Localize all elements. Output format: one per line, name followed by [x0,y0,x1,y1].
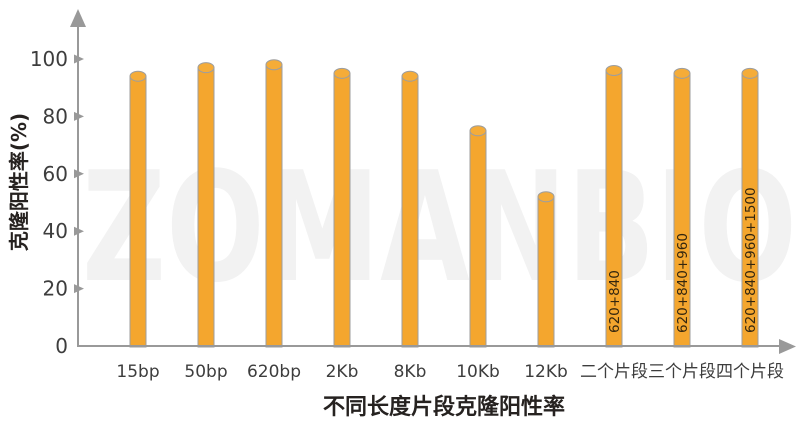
bar-value-label: 620+840+960+1500 [743,187,759,333]
y-tick-label: 0 [55,334,68,358]
bar-top [469,125,487,137]
bar-top [129,70,147,82]
bar-top [333,67,351,79]
bar-value-label: 620+840 [607,270,623,333]
bars-layer: 620+840 620+840+960 620+840+960+1500 [129,59,759,348]
bar-group: 620+840+960+1500 [741,67,759,348]
bar-group [129,70,147,348]
bar-value-label: 620+840+960 [675,233,691,333]
bar-group [265,59,283,348]
x-tick-label: 10Kb [456,362,500,382]
bar [401,75,419,348]
bar [129,75,147,348]
bar [469,130,487,348]
bar-group [197,62,215,348]
x-tick-label: 四个片段 [716,362,784,382]
x-tick-label: 8Kb [394,362,427,382]
bar-top [265,59,283,71]
bar-group: 620+840+960 [673,67,691,348]
x-tick-label: 15bp [116,362,159,382]
x-axis-title: 不同长度片段克隆阳性率 [323,394,565,420]
y-tick-label: 20 [43,277,68,301]
y-tick-label: 80 [43,104,68,128]
x-tick-label: 12Kb [524,362,568,382]
bar-top [741,67,759,79]
y-tick-label: 60 [43,162,68,186]
x-tick-label: 三个片段 [648,362,716,382]
bar-group [333,67,351,348]
bar [197,67,215,348]
y-axis-ticks: 0 20 40 60 80 100 [30,47,84,358]
x-axis-labels: 15bp 50bp 620bp 2Kb 8Kb 10Kb 12Kb 二个片段 三个片段 四个片段 [116,362,784,382]
bar-group [469,125,487,348]
bar-top [605,64,623,76]
bar [537,196,555,348]
bar-group [537,191,555,348]
bar-group: 620+840 [605,64,623,348]
x-tick-label: 2Kb [326,362,359,382]
bar [333,72,351,348]
bar [265,64,283,348]
bar-top [537,191,555,203]
bar-group [401,70,419,348]
x-tick-label: 50bp [184,362,227,382]
y-axis-title: 克隆阳性率(%) [7,113,31,251]
y-tick-label: 40 [43,219,68,243]
y-axis-arrow-icon [70,9,86,27]
bar-top [401,70,419,82]
x-tick-label: 二个片段 [580,362,648,382]
x-tick-label: 620bp [247,362,301,382]
bar-top [673,67,691,79]
y-tick-label: 100 [30,47,68,71]
bar-top [197,62,215,74]
x-axis-arrow-icon [779,339,796,354]
